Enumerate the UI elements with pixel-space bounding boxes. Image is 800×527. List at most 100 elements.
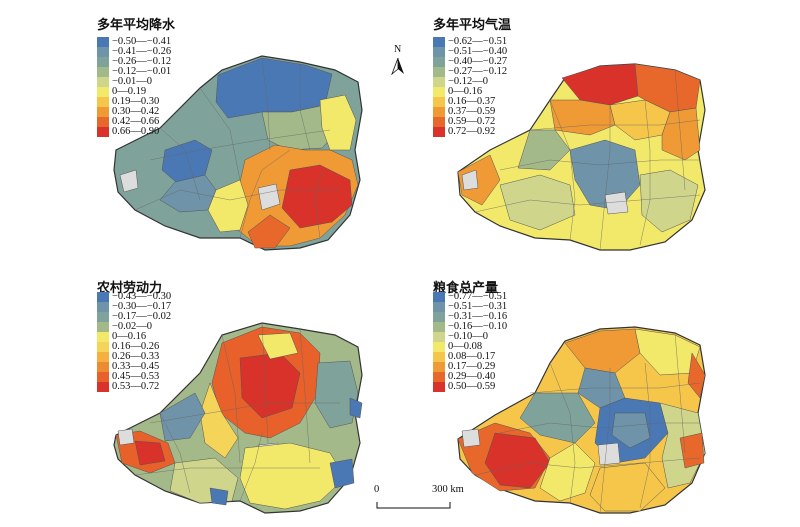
legend-swatch [97, 332, 109, 342]
panel-title: 农村劳动力 [97, 281, 163, 296]
legend-item: 0.30—0.42 [97, 106, 171, 117]
legend-swatch [433, 322, 445, 332]
legend-item: −0.10—0 [433, 331, 507, 342]
legend: −0.50—−0.41 −0.41—−0.26 −0.26—−0.12 −0.1… [97, 36, 172, 137]
legend-swatch [97, 47, 109, 57]
legend-item: 0.19—0.30 [97, 96, 171, 107]
legend-item: −0.43—−0.30 [97, 291, 172, 302]
precipitation-map [113, 55, 363, 251]
legend-label: 0.50—0.59 [448, 381, 496, 392]
legend-swatch [433, 67, 445, 77]
legend-label: 0.37—0.59 [448, 106, 496, 117]
legend-swatch [433, 107, 445, 117]
legend-swatch [433, 47, 445, 57]
legend-swatch [97, 77, 109, 87]
legend-item: 0—0.19 [97, 86, 171, 97]
legend-label: −0.51—−0.31 [448, 301, 508, 312]
panel-rural-labor: 农村劳动力 −0.43—−0.30 −0.30—−0.17 −0.17—−0.0… [0, 263, 400, 526]
legend-label: −0.12—−0.01 [112, 66, 172, 77]
legend-swatch [97, 302, 109, 312]
legend-swatch [433, 372, 445, 382]
legend-label: −0.43—−0.30 [112, 291, 172, 302]
legend-item: −0.62—−0.51 [433, 36, 508, 47]
panel-title: 粮食总产量 [433, 281, 499, 296]
legend-item: 0.50—0.59 [433, 381, 507, 392]
legend-swatch [433, 127, 445, 137]
legend-item: 0.26—0.33 [97, 351, 171, 362]
legend-label: −0.10—0 [448, 331, 489, 342]
legend-label: 0.26—0.33 [112, 351, 160, 362]
panel-precipitation: 多年平均降水 −0.50—−0.41 −0.41—−0.26 −0.26—−0.… [0, 0, 400, 263]
legend-swatch [433, 292, 445, 302]
legend-label: −0.17—−0.02 [112, 311, 172, 322]
legend-swatch [433, 352, 445, 362]
legend-label: 0.16—0.26 [112, 341, 160, 352]
legend-item: −0.27—−0.12 [433, 66, 508, 77]
legend-label: −0.01—0 [112, 76, 153, 87]
legend-swatch [97, 352, 109, 362]
legend-swatch [97, 37, 109, 47]
legend-swatch [97, 342, 109, 352]
legend-label: 0.72—0.92 [448, 126, 496, 137]
legend-item: 0.17—0.29 [433, 361, 507, 372]
legend-swatch [97, 97, 109, 107]
legend-swatch [97, 312, 109, 322]
legend-item: 0.53—0.72 [97, 381, 171, 392]
grain-output-map [457, 326, 706, 514]
north-arrow: N [388, 44, 408, 78]
legend-label: −0.40—−0.27 [448, 56, 508, 67]
scale-end-label: 300 km [432, 484, 464, 495]
legend-label: 0—0.16 [448, 86, 483, 97]
legend-item: −0.12—0 [433, 76, 507, 87]
legend-label: −0.50—−0.41 [112, 36, 172, 47]
legend-item: −0.12—−0.01 [97, 66, 172, 77]
legend-item: 0.72—0.92 [433, 126, 507, 137]
legend-item: 0.16—0.37 [433, 96, 507, 107]
legend-swatch [97, 107, 109, 117]
legend-item: −0.50—−0.41 [97, 36, 172, 47]
legend-label: −0.31—−0.16 [448, 311, 508, 322]
rural-labor-map [113, 322, 363, 514]
legend-label: 0—0.16 [112, 331, 147, 342]
legend-label: 0.59—0.72 [448, 116, 496, 127]
legend-swatch [97, 292, 109, 302]
legend-swatch [433, 57, 445, 67]
legend-swatch [97, 362, 109, 372]
legend: −0.43—−0.30 −0.30—−0.17 −0.17—−0.02 −0.0… [97, 291, 172, 392]
temperature-map [457, 63, 706, 251]
legend: −0.77—−0.51 −0.51—−0.31 −0.31—−0.16 −0.1… [433, 291, 508, 392]
legend-label: −0.27—−0.12 [448, 66, 508, 77]
panel-grain-output: 粮食总产量 −0.77—−0.51 −0.51—−0.31 −0.31—−0.1… [400, 263, 800, 526]
legend-item: 0.33—0.45 [97, 361, 171, 372]
panel-title: 多年平均气温 [433, 18, 512, 33]
scale-start-label: 0 [374, 484, 380, 495]
legend-item: −0.40—−0.27 [433, 56, 508, 67]
legend-label: 0.17—0.29 [448, 361, 496, 372]
legend-label: −0.62—−0.51 [448, 36, 508, 47]
legend-swatch [433, 97, 445, 107]
legend-swatch [433, 312, 445, 322]
legend-item: 0—0.16 [97, 331, 171, 342]
legend-item: −0.17—−0.02 [97, 311, 172, 322]
legend-swatch [433, 302, 445, 312]
legend-item: 0.59—0.72 [433, 116, 507, 127]
legend-item: −0.41—−0.26 [97, 46, 171, 57]
panel-title: 多年平均降水 [97, 18, 176, 33]
legend: −0.62—−0.51 −0.51—−0.40 −0.40—−0.27 −0.2… [433, 36, 508, 137]
legend-label: 0.45—0.53 [112, 371, 160, 382]
legend-item: −0.51—−0.31 [433, 301, 508, 312]
legend-swatch [433, 362, 445, 372]
legend-item: 0.08—0.17 [433, 351, 507, 362]
legend-swatch [97, 57, 109, 67]
legend-label: 0.42—0.66 [112, 116, 160, 127]
legend-label: 0.08—0.17 [448, 351, 496, 362]
legend-swatch [433, 332, 445, 342]
legend-label: −0.16—−0.10 [448, 321, 508, 332]
legend-item: 0—0.16 [433, 86, 507, 97]
legend-label: 0.16—0.37 [448, 96, 496, 107]
legend-label: −0.77—−0.51 [448, 291, 508, 302]
legend-swatch [97, 67, 109, 77]
legend-item: 0—0.08 [433, 341, 507, 352]
legend-swatch [97, 382, 109, 392]
legend-swatch [433, 382, 445, 392]
